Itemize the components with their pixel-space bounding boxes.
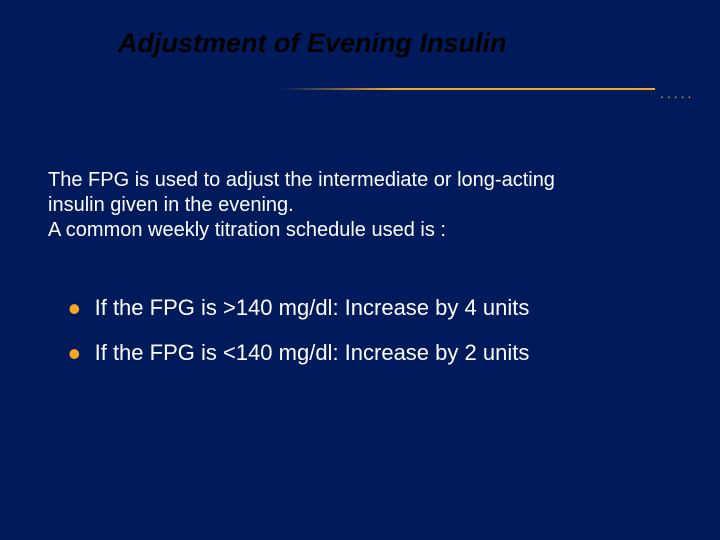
list-item: • If the FPG is <140 mg/dl: Increase by … — [68, 337, 688, 368]
list-item: • If the FPG is >140 mg/dl: Increase by … — [68, 292, 688, 323]
bullet-text: If the FPG is <140 mg/dl: Increase by 2 … — [95, 339, 530, 368]
divider-line — [280, 88, 655, 90]
bullet-text: If the FPG is >140 mg/dl: Increase by 4 … — [95, 294, 530, 323]
slide-title: Adjustment of Evening Insulin — [118, 28, 618, 59]
divider-dots-icon: ..... — [660, 85, 694, 101]
bullet-icon: • — [68, 298, 81, 320]
slide: Adjustment of Evening Insulin ..... The … — [0, 0, 720, 540]
intro-line-3: A common weekly titration schedule used … — [48, 219, 446, 241]
intro-line-2: insulin given in the evening. — [48, 194, 294, 216]
bullet-icon: • — [68, 343, 81, 365]
bullet-list: • If the FPG is >140 mg/dl: Increase by … — [68, 292, 688, 381]
intro-text: The FPG is used to adjust the intermedia… — [48, 168, 668, 243]
intro-line-1: The FPG is used to adjust the intermedia… — [48, 169, 555, 191]
